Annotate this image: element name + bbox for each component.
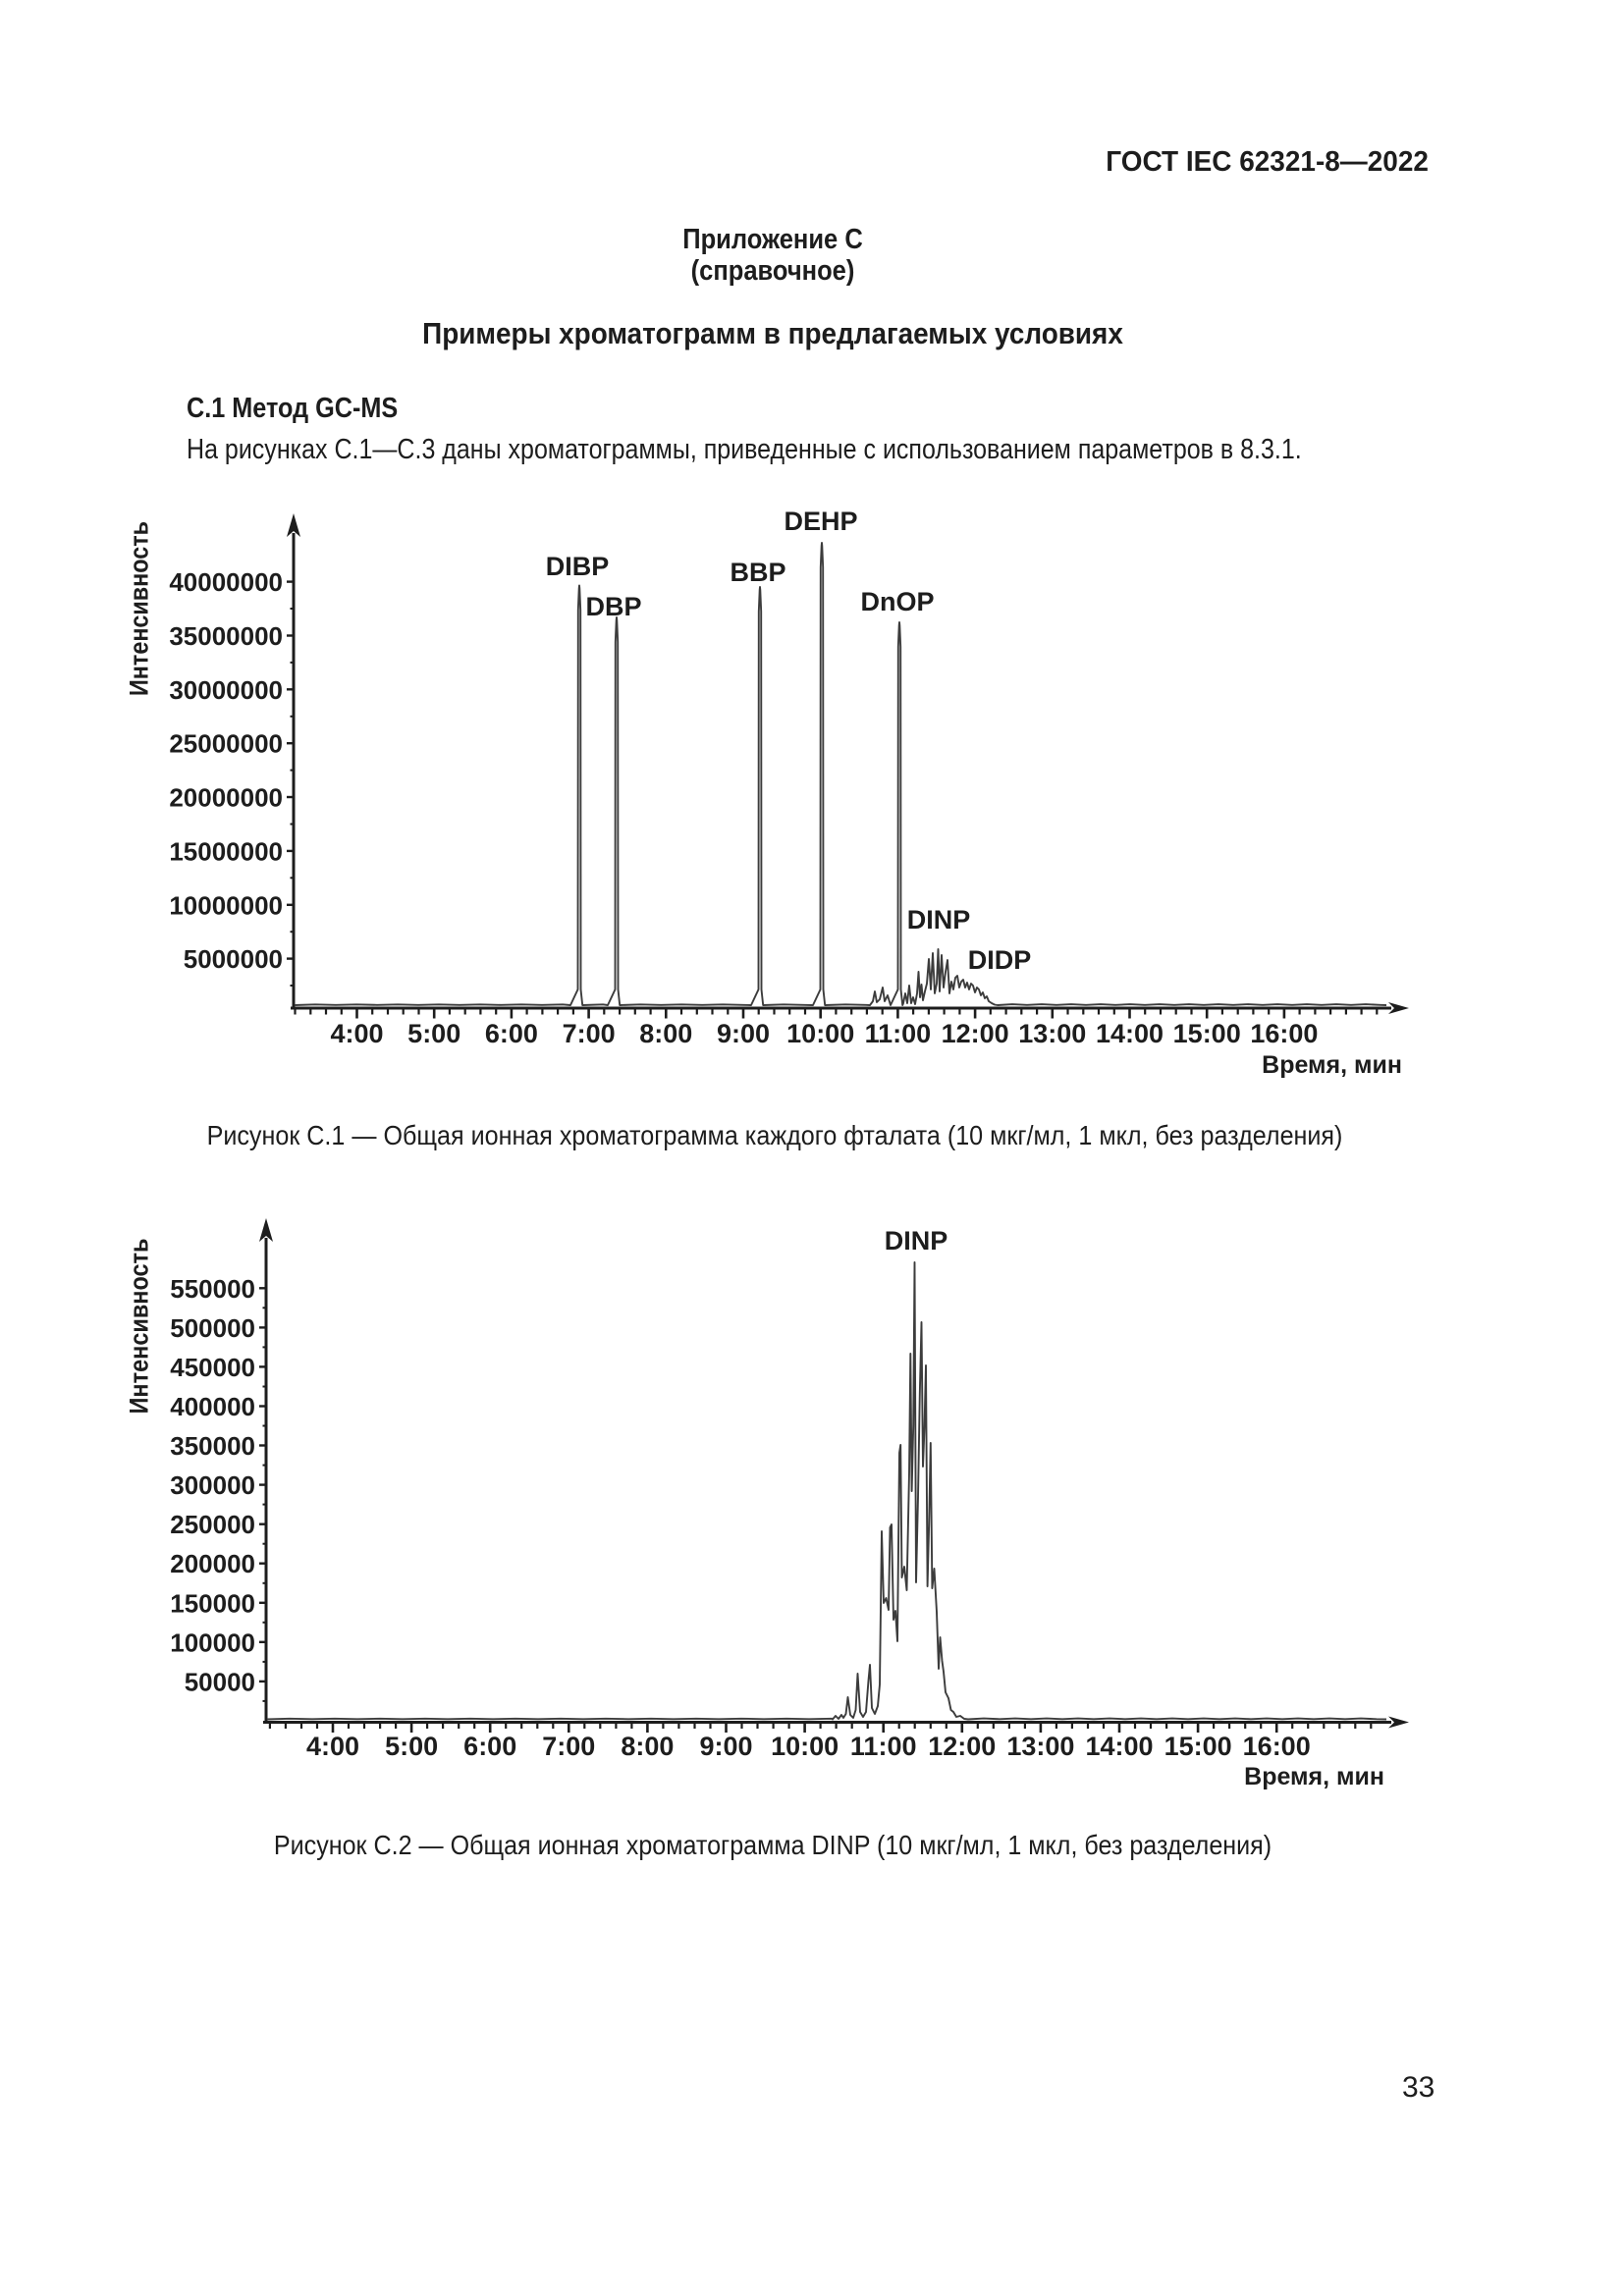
svg-text:DINP: DINP [907, 905, 971, 934]
svg-text:4:00: 4:00 [306, 1732, 359, 1761]
svg-text:12:00: 12:00 [928, 1732, 996, 1761]
svg-text:16:00: 16:00 [1243, 1732, 1311, 1761]
svg-text:30000000: 30000000 [169, 675, 283, 705]
svg-text:7:00: 7:00 [542, 1732, 595, 1761]
svg-text:Время, мин: Время, мин [1244, 1763, 1384, 1790]
svg-text:9:00: 9:00 [717, 1019, 770, 1048]
svg-text:250000: 250000 [170, 1510, 255, 1539]
svg-text:16:00: 16:00 [1250, 1019, 1318, 1048]
svg-text:DIBP: DIBP [546, 552, 610, 581]
svg-text:5000000: 5000000 [184, 944, 283, 974]
svg-text:15:00: 15:00 [1173, 1019, 1241, 1048]
svg-text:35000000: 35000000 [169, 621, 283, 651]
svg-text:12:00: 12:00 [942, 1019, 1009, 1048]
svg-text:DEHP: DEHP [784, 507, 857, 536]
svg-text:8:00: 8:00 [621, 1732, 674, 1761]
svg-text:14:00: 14:00 [1085, 1732, 1153, 1761]
svg-text:300000: 300000 [170, 1470, 255, 1500]
svg-text:50000: 50000 [185, 1667, 255, 1696]
svg-text:25000000: 25000000 [169, 729, 283, 759]
svg-text:6:00: 6:00 [485, 1019, 538, 1048]
svg-text:Время, мин: Время, мин [1262, 1051, 1402, 1079]
svg-text:11:00: 11:00 [850, 1732, 917, 1761]
svg-text:15:00: 15:00 [1164, 1732, 1232, 1761]
svg-text:150000: 150000 [170, 1588, 255, 1618]
svg-text:13:00: 13:00 [1006, 1732, 1074, 1761]
svg-text:550000: 550000 [170, 1274, 255, 1304]
svg-text:40000000: 40000000 [169, 567, 283, 597]
svg-text:10:00: 10:00 [771, 1732, 839, 1761]
svg-text:7:00: 7:00 [563, 1019, 616, 1048]
svg-text:DINP: DINP [885, 1226, 948, 1255]
svg-text:500000: 500000 [170, 1313, 255, 1343]
svg-text:11:00: 11:00 [865, 1019, 932, 1048]
svg-text:DnOP: DnOP [860, 587, 934, 616]
svg-text:5:00: 5:00 [385, 1732, 438, 1761]
svg-text:8:00: 8:00 [639, 1019, 692, 1048]
svg-text:10:00: 10:00 [786, 1019, 854, 1048]
svg-text:450000: 450000 [170, 1353, 255, 1382]
svg-text:5:00: 5:00 [407, 1019, 460, 1048]
svg-text:Интенсивность: Интенсивность [125, 521, 154, 696]
svg-text:14:00: 14:00 [1096, 1019, 1164, 1048]
svg-text:6:00: 6:00 [463, 1732, 516, 1761]
svg-text:DBP: DBP [585, 592, 641, 621]
svg-text:Интенсивность: Интенсивность [125, 1239, 154, 1415]
svg-text:4:00: 4:00 [330, 1019, 383, 1048]
svg-text:400000: 400000 [170, 1392, 255, 1421]
svg-text:DIDP: DIDP [968, 945, 1032, 975]
svg-text:15000000: 15000000 [169, 836, 283, 866]
svg-text:13:00: 13:00 [1018, 1019, 1086, 1048]
svg-text:350000: 350000 [170, 1431, 255, 1461]
svg-text:10000000: 10000000 [169, 890, 283, 920]
svg-text:100000: 100000 [170, 1628, 255, 1657]
svg-text:200000: 200000 [170, 1549, 255, 1578]
svg-text:9:00: 9:00 [699, 1732, 752, 1761]
svg-text:20000000: 20000000 [169, 783, 283, 813]
svg-text:BBP: BBP [730, 558, 785, 587]
